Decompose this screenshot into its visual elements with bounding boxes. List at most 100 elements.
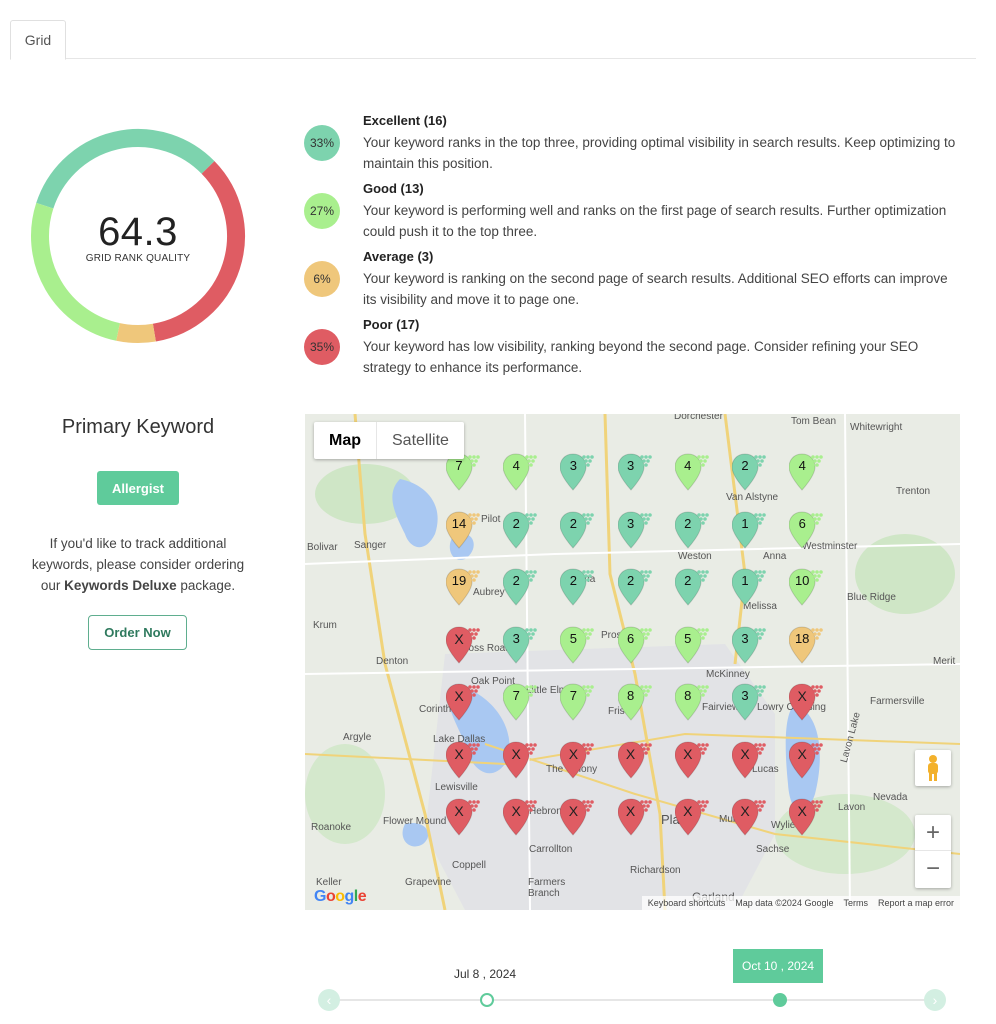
timeline-next-button[interactable]: › — [924, 989, 946, 1011]
place-label: Lucas — [752, 764, 779, 775]
rank-marker[interactable]: 19 — [446, 567, 480, 613]
rank-marker[interactable]: X — [617, 797, 652, 843]
donut-segment-excellent — [36, 129, 215, 209]
rank-marker-value: 7 — [455, 458, 463, 473]
rank-marker[interactable]: 4 — [503, 452, 537, 498]
place-label: McKinney — [706, 669, 750, 680]
rank-marker-value: X — [625, 803, 636, 819]
rank-marker[interactable]: X — [446, 740, 480, 786]
rank-marker[interactable]: 2 — [674, 510, 709, 556]
rank-marker-value: 2 — [512, 515, 520, 531]
rank-marker[interactable]: X — [732, 740, 766, 786]
rank-marker[interactable]: X — [446, 625, 480, 671]
rank-marker[interactable]: 3 — [732, 682, 766, 728]
rank-marker[interactable]: 7 — [503, 682, 537, 728]
upsell-note-prefix: If you'd like to track additional keywor… — [31, 536, 245, 593]
timeline-point-jul[interactable] — [480, 993, 494, 1007]
keyboard-shortcuts-link[interactable]: Keyboard shortcuts — [647, 898, 726, 908]
rank-marker[interactable]: 2 — [560, 510, 595, 556]
terms-link[interactable]: Terms — [843, 898, 868, 908]
rank-marker[interactable]: 14 — [446, 510, 480, 556]
rank-marker[interactable]: 2 — [503, 510, 537, 556]
rank-marker-value: 3 — [626, 515, 635, 531]
rank-marker[interactable]: 3 — [503, 625, 537, 671]
place-label: Weston — [678, 551, 712, 562]
rank-marker-value: 7 — [512, 688, 520, 703]
rank-marker-value: 3 — [512, 630, 520, 646]
map-type-map-button[interactable]: Map — [314, 422, 377, 459]
rank-marker-value: 2 — [684, 573, 692, 588]
rank-marker[interactable]: 2 — [732, 452, 766, 498]
rank-marker-value: 3 — [741, 630, 749, 646]
legend-title-poor: Poor (17) — [363, 317, 420, 332]
rank-marker[interactable]: X — [789, 682, 823, 728]
keyword-chip[interactable]: Allergist — [97, 471, 179, 505]
rank-marker[interactable]: 18 — [789, 625, 823, 671]
rank-marker-value: X — [454, 803, 464, 819]
timeline-point-oct[interactable] — [773, 993, 787, 1007]
rank-marker-value: 2 — [684, 515, 692, 531]
rank-marker[interactable]: 6 — [789, 510, 823, 556]
rank-marker[interactable]: 3 — [617, 510, 652, 556]
rank-marker[interactable]: 3 — [617, 452, 652, 498]
rank-marker[interactable]: X — [446, 797, 480, 843]
tab-grid[interactable]: Grid — [10, 20, 66, 60]
place-label: Argyle — [343, 732, 372, 743]
place-label: Farmersville — [870, 696, 925, 707]
place-label: Dorchester — [674, 414, 723, 422]
rank-marker[interactable]: 4 — [789, 452, 823, 498]
rank-marker[interactable]: 2 — [503, 567, 537, 613]
rank-marker[interactable]: 3 — [560, 452, 595, 498]
rank-marker[interactable]: 2 — [560, 567, 595, 613]
rank-marker[interactable]: 8 — [617, 682, 652, 728]
rank-marker[interactable]: X — [789, 797, 823, 843]
rank-marker[interactable]: 2 — [617, 567, 652, 613]
zoom-in-button[interactable]: + — [915, 815, 951, 851]
place-label: Westminster — [802, 541, 858, 552]
rank-marker[interactable]: 1 — [732, 510, 766, 556]
rank-marker[interactable]: X — [560, 740, 595, 786]
rank-marker[interactable]: 5 — [560, 625, 595, 671]
rank-marker[interactable]: 6 — [617, 625, 652, 671]
rank-marker[interactable]: X — [503, 740, 537, 786]
rank-marker[interactable]: X — [789, 740, 823, 786]
rank-marker[interactable]: 7 — [446, 452, 480, 498]
place-label: Keller — [316, 877, 342, 888]
rank-marker[interactable]: 8 — [674, 682, 709, 728]
timeline-track — [330, 999, 938, 1001]
map-type-satellite-button[interactable]: Satellite — [392, 431, 449, 449]
rank-marker[interactable]: X — [674, 740, 709, 786]
rank-marker[interactable]: X — [732, 797, 766, 843]
place-label: Little Elm — [526, 685, 568, 696]
timeline-prev-button[interactable]: ‹ — [318, 989, 340, 1011]
place-label: Nevada — [873, 792, 908, 803]
rank-marker[interactable]: 7 — [560, 682, 595, 728]
rank-marker[interactable]: X — [503, 797, 537, 843]
rank-marker[interactable]: 1 — [732, 567, 766, 613]
rank-marker[interactable]: X — [617, 740, 652, 786]
rank-marker[interactable]: X — [446, 682, 480, 728]
rank-marker[interactable]: X — [560, 797, 595, 843]
rank-marker[interactable]: 10 — [789, 567, 823, 613]
zoom-out-button[interactable]: − — [925, 855, 940, 882]
rank-marker-value: X — [683, 745, 693, 762]
rank-marker[interactable]: 4 — [674, 452, 709, 498]
rank-marker[interactable]: 2 — [674, 567, 709, 613]
rank-marker-value: 3 — [741, 688, 749, 703]
rank-grid-map[interactable]: Tom Bean Whitewright Van Alstyne Trenton… — [305, 414, 960, 910]
report-map-error-link[interactable]: Report a map error — [877, 898, 954, 908]
place-label: Oak Point — [471, 676, 515, 687]
place-label: Coppell — [452, 860, 486, 871]
legend-badge-good: 27% — [304, 193, 340, 229]
rank-marker-value: 8 — [684, 688, 692, 703]
rank-marker[interactable]: X — [674, 797, 709, 843]
place-label: Lewisville — [435, 782, 478, 793]
rank-marker-value: X — [740, 745, 750, 762]
place-label: Aubrey — [473, 587, 505, 598]
rank-marker[interactable]: 5 — [674, 625, 709, 671]
street-view-pegman-icon[interactable] — [915, 750, 951, 786]
rank-marker[interactable]: 3 — [732, 625, 766, 671]
rank-marker-value: 19 — [451, 573, 467, 588]
order-now-button[interactable]: Order Now — [88, 615, 187, 650]
rank-marker-value: 4 — [798, 458, 806, 473]
